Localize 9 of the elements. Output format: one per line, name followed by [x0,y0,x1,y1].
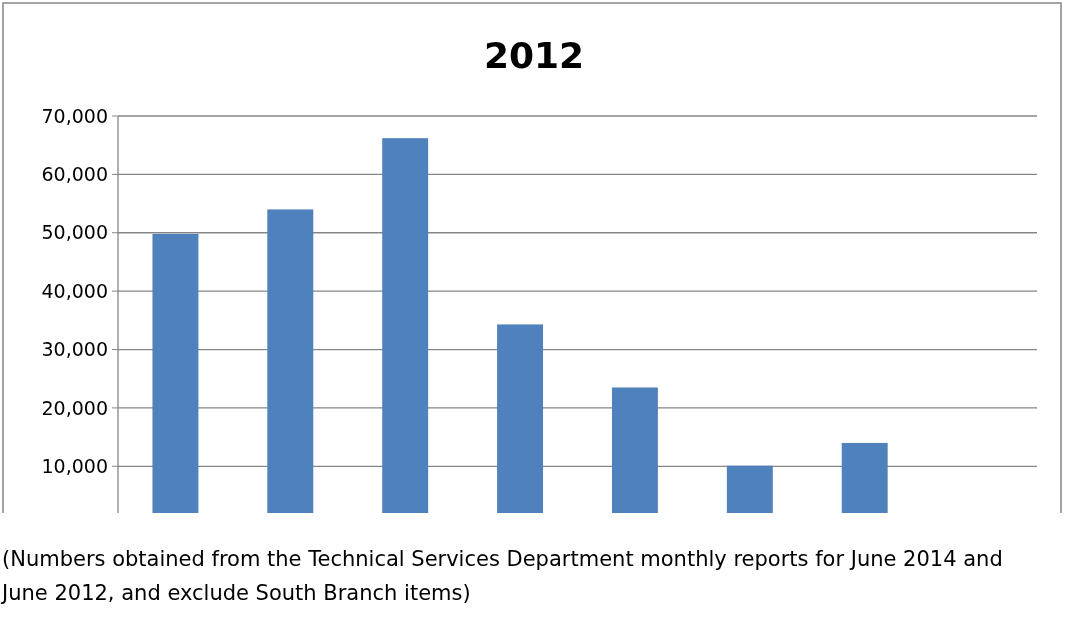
y-tick-label: 10,000 [41,454,108,477]
y-tick-label: 40,000 [41,279,108,302]
y-tick-label: 50,000 [41,221,108,244]
y-tick-label: 60,000 [41,163,108,186]
chart-title: 2012 [483,35,585,76]
y-tick-label: 20,000 [41,396,108,419]
y-tick-label: 70,000 [41,104,108,127]
text: (Numbers obtained from the Technical Services Department monthly reports for June 2014 and June 2012, and exclude South Branch items) [0,547,1003,605]
y-tick-label: 30,000 [41,338,108,361]
